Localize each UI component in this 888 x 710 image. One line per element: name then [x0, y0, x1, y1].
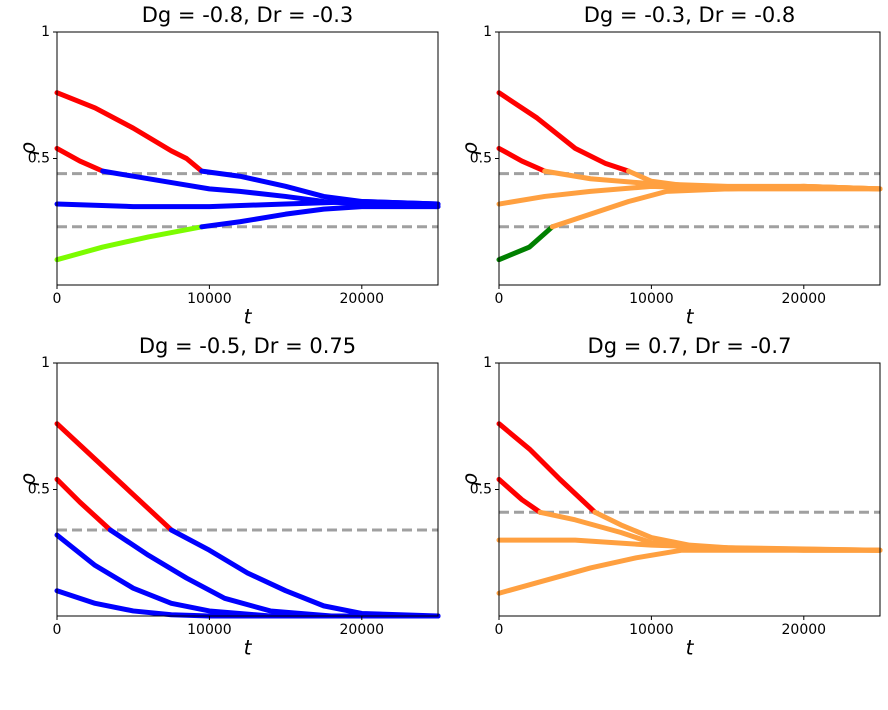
y-tick-label: 0.5	[470, 151, 492, 167]
subplot: Dg = -0.8, Dr = -0.3 0 10000 20000 0.5 1 t ρ	[16, 3, 441, 329]
trajectory	[54, 199, 441, 210]
x-axis-label: t	[686, 305, 695, 329]
y-tick-label: 1	[41, 355, 50, 371]
y-axis-label: ρ	[458, 142, 482, 155]
y-tick-label: 0.5	[28, 151, 50, 167]
trajectory	[496, 421, 598, 515]
trajectory	[199, 204, 441, 230]
y-tick-label: 1	[483, 24, 492, 40]
subplot-title: Dg = -0.8, Dr = -0.3	[142, 3, 354, 27]
x-tick-label: 20000	[782, 622, 827, 638]
x-tick-label: 10000	[629, 622, 674, 638]
trajectory	[496, 224, 555, 263]
x-tick-label: 10000	[187, 622, 232, 638]
x-tick-label: 10000	[187, 291, 232, 307]
trajectory	[496, 145, 548, 174]
subplot-title: Dg = -0.5, Dr = 0.75	[139, 334, 356, 358]
y-tick-label: 0.5	[28, 482, 50, 498]
x-tick-label: 0	[53, 291, 62, 307]
trajectory	[107, 527, 441, 619]
trajectory	[54, 90, 205, 174]
subplot-title: Dg = 0.7, Dr = -0.7	[588, 334, 792, 358]
x-axis-label: t	[686, 636, 695, 660]
trajectory	[496, 547, 883, 596]
subplot-title: Dg = -0.3, Dr = -0.8	[584, 3, 796, 27]
y-tick-label: 1	[483, 355, 492, 371]
x-axis-label: t	[244, 636, 253, 660]
axes-frame	[498, 31, 881, 286]
subplot: Dg = 0.7, Dr = -0.7 0 10000 20000 0.5 1 t ρ	[458, 334, 883, 660]
trajectory	[496, 90, 632, 174]
x-tick-label: 0	[53, 622, 62, 638]
x-tick-label: 20000	[340, 622, 385, 638]
trajectory	[54, 145, 106, 174]
x-axis-label: t	[244, 305, 253, 329]
trajectory	[54, 224, 205, 263]
y-axis-label: ρ	[16, 142, 40, 155]
subplot: Dg = -0.5, Dr = 0.75 0 10000 20000 0.5 1 t ρ	[16, 334, 441, 660]
subplot: Dg = -0.3, Dr = -0.8 0 10000 20000 0.5 1 t ρ	[458, 3, 883, 329]
x-tick-label: 0	[495, 622, 504, 638]
y-tick-label: 0.5	[470, 482, 492, 498]
trajectory	[496, 183, 883, 207]
y-axis-label: ρ	[458, 473, 482, 486]
x-tick-label: 20000	[340, 291, 385, 307]
trajectory	[168, 527, 441, 619]
trajectory	[54, 476, 113, 533]
y-axis-label: ρ	[16, 473, 40, 486]
trajectory	[496, 476, 543, 515]
y-tick-label: 1	[41, 24, 50, 40]
x-tick-label: 0	[495, 291, 504, 307]
trajectory	[549, 186, 883, 230]
x-tick-label: 10000	[629, 291, 674, 307]
trajectory	[54, 421, 174, 533]
x-tick-label: 20000	[782, 291, 827, 307]
